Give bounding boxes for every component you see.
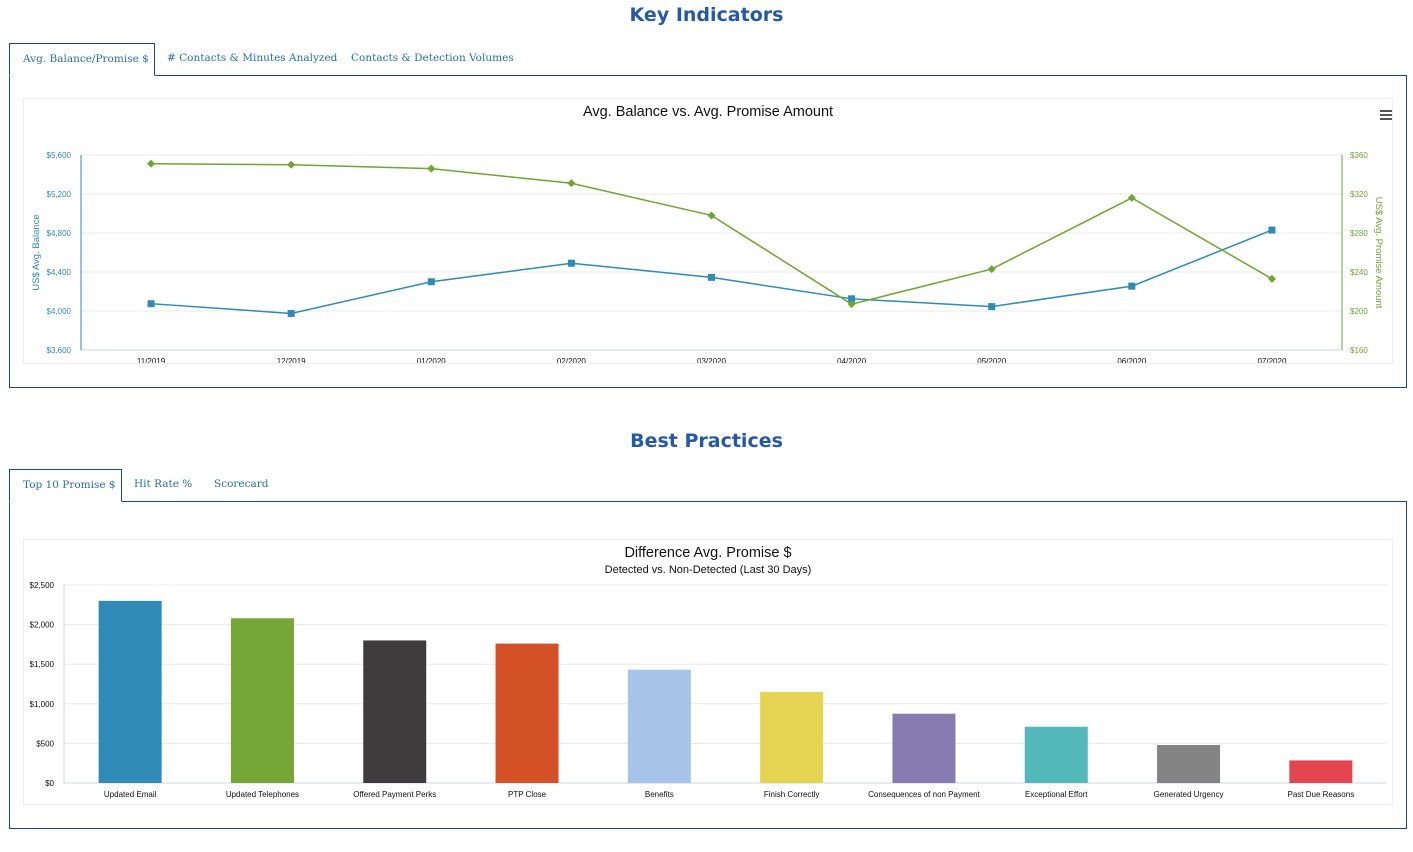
avg-promise-point xyxy=(1127,193,1136,202)
avg-promise-point xyxy=(847,300,856,309)
avg-promise-point xyxy=(987,265,996,274)
avg-promise-point xyxy=(287,160,296,169)
tab-hit-rate[interactable]: Hit Rate % xyxy=(134,478,193,490)
y-tick-label: $1,000 xyxy=(30,700,55,709)
tab-contacts-minutes-analyzed[interactable]: # Contacts & Minutes Analyzed xyxy=(167,52,338,64)
bar-chart-title: Difference Avg. Promise $ xyxy=(624,545,792,561)
x-tick-label: 12/2019 xyxy=(277,357,306,363)
x-tick-label: Past Due Reasons xyxy=(1287,790,1354,799)
y-tick-label: $2,500 xyxy=(30,581,55,590)
x-tick-label: 03/2020 xyxy=(697,357,726,363)
y-right-tick-label: $240 xyxy=(1350,268,1368,277)
key-indicators-heading: Key Indicators xyxy=(629,4,784,26)
x-tick-label: Exceptional Effort xyxy=(1025,790,1088,799)
best-practices-panel: Difference Avg. Promise $ Detected vs. N… xyxy=(9,501,1407,829)
avg-balance-point xyxy=(567,259,575,267)
best-practices-heading: Best Practices xyxy=(630,430,783,452)
bar xyxy=(230,618,294,783)
bar xyxy=(1024,726,1088,783)
avg-balance-point xyxy=(708,273,715,281)
x-tick-label: 06/2020 xyxy=(1117,357,1146,363)
best-practices-tabs: Top 10 Promise $ Hit Rate % Scorecard xyxy=(9,469,1407,502)
avg-balance-point xyxy=(1268,226,1276,234)
avg-balance-point xyxy=(147,300,155,308)
line-chart-svg: $3,600 $4,000 $4,400 $4,800 $5,200 $5,600 $160… xyxy=(31,151,1384,363)
y-right-tick-label: $360 xyxy=(1350,151,1368,160)
y-right-tick-label: $160 xyxy=(1350,346,1368,355)
avg-balance-point xyxy=(287,309,295,317)
y-left-tick-label: $5,600 xyxy=(47,151,72,160)
x-tick-label: Benefits xyxy=(645,790,674,799)
y-left-tick-label: $4,400 xyxy=(47,268,72,277)
x-tick-label: Generated Urgency xyxy=(1154,790,1224,799)
x-tick-label: Updated Email xyxy=(104,790,157,799)
y-left-tick-label: $4,000 xyxy=(47,307,72,316)
tab-contacts-detection-volumes[interactable]: Contacts & Detection Volumes xyxy=(351,52,514,64)
line-chart-container: Avg. Balance vs. Avg. Promise Amount $3,… xyxy=(23,98,1393,364)
y-tick-label: $0 xyxy=(45,779,54,788)
bar xyxy=(363,640,427,783)
tab-top-10-promise[interactable]: Top 10 Promise $ xyxy=(9,469,122,502)
bar-chart-subtitle: Detected vs. Non-Detected (Last 30 Days) xyxy=(604,564,812,576)
y-right-axis-title: US$ Avg. Promise Amount xyxy=(1373,197,1384,309)
x-tick-label: 02/2020 xyxy=(557,357,586,363)
avg-balance-point xyxy=(988,303,996,311)
tab-avg-balance-promise[interactable]: Avg. Balance/Promise $ xyxy=(9,43,155,76)
y-right-tick-label: $200 xyxy=(1350,307,1368,316)
bar-chart-svg: $0 $500 $1,000 $1,500 $2,000 $2,500 Updated Em… xyxy=(30,581,1387,799)
y-right-tick-label: $320 xyxy=(1350,190,1368,199)
avg-promise-point xyxy=(1267,274,1276,283)
key-indicators-tabs: Avg. Balance/Promise $ # Contacts & Minu… xyxy=(9,43,1407,76)
bar-chart-container: Difference Avg. Promise $ Detected vs. N… xyxy=(23,539,1393,805)
x-tick-label: PTP Close xyxy=(508,790,547,799)
bar xyxy=(495,643,559,783)
bar xyxy=(1289,760,1353,783)
x-tick-label: Finish Correctly xyxy=(764,790,820,799)
bar xyxy=(1157,744,1221,783)
x-tick-label: 05/2020 xyxy=(977,357,1006,363)
avg-promise-point xyxy=(567,179,576,188)
x-tick-label: 11/2019 xyxy=(137,357,166,363)
tab-scorecard[interactable]: Scorecard xyxy=(214,478,269,490)
line-chart-title: Avg. Balance vs. Avg. Promise Amount xyxy=(582,104,834,120)
y-right-tick-label: $280 xyxy=(1350,229,1368,238)
bar xyxy=(627,669,691,783)
avg-balance-point xyxy=(1128,282,1136,290)
avg-promise-point xyxy=(427,164,436,173)
x-tick-label: 04/2020 xyxy=(837,357,866,363)
y-tick-label: $1,500 xyxy=(30,660,55,669)
y-left-axis-title: US$ Avg. Balance xyxy=(31,214,42,290)
avg-balance-point xyxy=(427,278,435,286)
x-tick-label: Consequences of non Payment xyxy=(868,790,980,799)
chart-menu-icon[interactable] xyxy=(1380,110,1392,120)
x-tick-label: 01/2020 xyxy=(417,357,446,363)
x-tick-label: 07/2020 xyxy=(1257,357,1286,363)
bar xyxy=(98,600,162,783)
bar xyxy=(892,713,956,783)
x-tick-label: Updated Telephones xyxy=(226,790,299,799)
y-tick-label: $500 xyxy=(36,739,54,748)
avg-balance-point xyxy=(848,295,856,303)
y-left-tick-label: $4,800 xyxy=(47,229,72,238)
avg-promise-line xyxy=(151,163,1273,305)
y-tick-label: $2,000 xyxy=(30,621,55,630)
avg-promise-point xyxy=(147,159,156,168)
key-indicators-panel: Avg. Balance vs. Avg. Promise Amount $3,… xyxy=(9,75,1407,388)
bar xyxy=(760,691,824,783)
y-left-tick-label: $3,600 xyxy=(47,346,72,355)
x-tick-label: Offered Payment Perks xyxy=(353,790,436,799)
y-left-tick-label: $5,200 xyxy=(47,190,72,199)
avg-promise-point xyxy=(707,211,716,220)
